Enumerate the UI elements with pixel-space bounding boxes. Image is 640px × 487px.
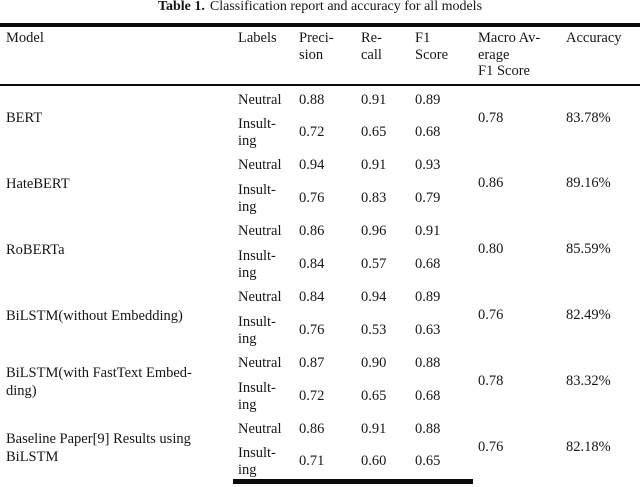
model-name: BiLSTM(with FastText Embed- ding)	[6, 364, 192, 399]
precision-value: 0.76	[299, 322, 325, 338]
column-header-labels: Labels	[233, 25, 294, 86]
f1-value: 0.79	[415, 190, 441, 206]
column-header-accuracy: Accuracy	[561, 25, 640, 86]
table-row: RoBERTa Neutral 0.86 0.96 0.91 0.80 85.5…	[0, 217, 640, 258]
label-insulting: Insult- ing	[238, 181, 276, 215]
precision-value: 0.72	[299, 388, 325, 404]
precision-value: 0.76	[299, 190, 325, 206]
accuracy-value: 82.49%	[566, 307, 611, 323]
table-row: Insult- ing 0.84 0.57 0.68	[0, 247, 640, 283]
label-insulting: Insult- ing	[238, 115, 276, 149]
macro-f1-value: 0.80	[478, 241, 504, 257]
table-row: Insult- ing 0.76 0.83 0.79	[0, 181, 640, 217]
precision-value: 0.86	[299, 421, 325, 437]
precision-value: 0.84	[299, 289, 325, 305]
f1-value: 0.91	[415, 223, 441, 239]
table-caption-text: Classification report and accuracy for a…	[209, 0, 483, 14]
precision-value: 0.71	[294, 444, 356, 484]
f1-value: 0.68	[415, 256, 441, 272]
macro-f1-value: 0.78	[478, 109, 504, 126]
macro-f1-value: 0.76	[478, 439, 504, 456]
f1-value: 0.68	[415, 388, 441, 404]
label-insulting: Insult- ing	[238, 313, 276, 347]
recall-value: 0.53	[361, 322, 387, 338]
column-header-macro-f1: Macro Av- erage F1 Score	[473, 25, 561, 86]
label-neutral: Neutral	[238, 157, 282, 173]
macro-f1-value: 0.78	[478, 373, 504, 389]
table-row: BiLSTM(with FastText Embed- ding) Neutra…	[0, 349, 640, 399]
label-insulting: Insult- ing	[238, 247, 276, 281]
macro-f1-value: 0.76	[478, 307, 504, 323]
recall-value: 0.65	[361, 388, 387, 404]
accuracy-value: 85.59%	[566, 241, 611, 257]
table-row: BiLSTM(without Embedding) Neutral 0.84 0…	[0, 283, 640, 324]
f1-value: 0.89	[415, 91, 441, 108]
model-name: RoBERTa	[6, 241, 65, 258]
recall-value: 0.91	[361, 421, 387, 437]
model-name: BERT	[6, 110, 43, 126]
precision-value: 0.86	[299, 223, 325, 239]
precision-value: 0.84	[299, 256, 325, 272]
label-neutral: Neutral	[238, 289, 282, 305]
recall-value: 0.65	[361, 124, 387, 140]
header-row: Model Labels Preci- sion Re- call F1 Sco…	[0, 25, 640, 86]
table-row: Insult- ing 0.76 0.53 0.63	[0, 313, 640, 349]
precision-value: 0.87	[299, 355, 325, 371]
model-name: Baseline Paper[9] Results using BiLSTM	[6, 430, 191, 465]
recall-value: 0.96	[361, 223, 387, 239]
column-header-recall: Re- call	[356, 25, 410, 86]
accuracy-value: 89.16%	[566, 175, 611, 191]
f1-value: 0.65	[410, 444, 473, 484]
column-header-f1: F1 Score	[410, 25, 473, 86]
label-insulting: Insult- ing	[238, 379, 276, 413]
recall-value: 0.83	[361, 190, 387, 206]
label-insulting: Insult- ing	[233, 444, 294, 484]
column-header-precision: Preci- sion	[294, 25, 356, 86]
table-row: HateBERT Neutral 0.94 0.91 0.93 0.86 89.…	[0, 151, 640, 192]
recall-value: 0.91	[361, 157, 387, 173]
recall-value: 0.94	[361, 289, 387, 305]
accuracy-value: 82.18%	[566, 439, 611, 456]
f1-value: 0.68	[415, 124, 441, 140]
table-row: Insult- ing 0.71 0.60 0.65	[0, 444, 640, 484]
table-caption-label: Table 1.	[157, 0, 205, 14]
table-caption: Table 1. Classification report and accura…	[0, 0, 640, 17]
classification-report-table: Model Labels Preci- sion Re- call F1 Sco…	[0, 23, 640, 484]
recall-value: 0.60	[356, 444, 410, 484]
f1-value: 0.93	[415, 157, 441, 173]
precision-value: 0.94	[299, 157, 325, 173]
recall-value: 0.90	[361, 355, 387, 371]
recall-value: 0.91	[361, 91, 387, 108]
accuracy-value: 83.78%	[566, 109, 611, 126]
f1-value: 0.88	[415, 421, 441, 437]
precision-value: 0.72	[299, 124, 325, 140]
model-name: BiLSTM(without Embedding)	[6, 307, 183, 324]
model-name: HateBERT	[6, 175, 70, 192]
precision-value: 0.88	[299, 91, 325, 108]
label-neutral: Neutral	[238, 91, 282, 108]
table-row: Insult- ing 0.72 0.65 0.68	[0, 115, 640, 151]
table-row: BERT Neutral 0.88 0.91 0.89 0.78 83.78%	[0, 85, 640, 127]
macro-f1-value: 0.86	[478, 175, 504, 191]
table-row: Baseline Paper[9] Results using BiLSTM N…	[0, 415, 640, 465]
label-neutral: Neutral	[238, 355, 282, 371]
table-row: Insult- ing 0.72 0.65 0.68	[0, 379, 640, 415]
accuracy-value: 83.32%	[566, 373, 611, 389]
f1-value: 0.63	[415, 322, 441, 338]
label-neutral: Neutral	[238, 421, 282, 437]
f1-value: 0.88	[415, 355, 441, 371]
label-neutral: Neutral	[238, 223, 282, 239]
column-header-model: Model	[0, 25, 233, 86]
f1-value: 0.89	[415, 289, 441, 305]
recall-value: 0.57	[361, 256, 387, 272]
